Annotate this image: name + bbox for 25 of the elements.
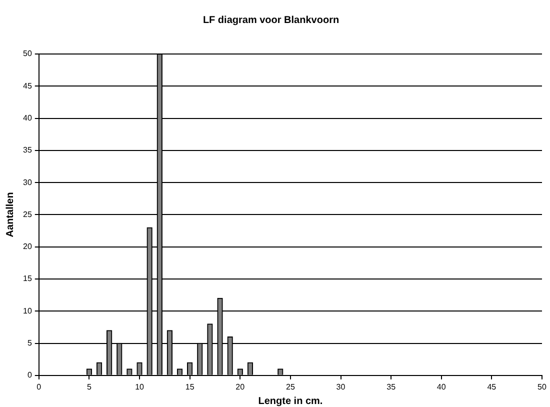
x-tick-label: 50 bbox=[538, 382, 547, 392]
y-tick-label: 10 bbox=[22, 306, 32, 316]
x-tick-label: 45 bbox=[487, 382, 497, 392]
x-tick-label: 30 bbox=[336, 382, 346, 392]
y-tick-label: 45 bbox=[22, 81, 32, 90]
x-tick-label: 10 bbox=[135, 382, 145, 392]
chart-title: LF diagram voor Blankvoorn bbox=[202, 14, 340, 26]
x-tick-label: 35 bbox=[386, 382, 396, 392]
y-tick-label: 5 bbox=[27, 338, 32, 348]
y-tick-label: 50 bbox=[22, 49, 32, 58]
y-tick-label: 25 bbox=[22, 210, 32, 219]
x-tick-label: 40 bbox=[436, 382, 446, 392]
y-tick-label: 20 bbox=[22, 242, 32, 252]
x-tick-label: 5 bbox=[86, 382, 92, 392]
y-tick-label: 30 bbox=[22, 178, 32, 187]
y-axis-title: Aantallen bbox=[4, 192, 16, 238]
x-tick-label: 0 bbox=[36, 382, 42, 392]
x-tick-label: 15 bbox=[185, 382, 195, 392]
y-tick-label: 40 bbox=[22, 113, 32, 122]
y-tick-label: 15 bbox=[22, 274, 32, 284]
x-tick-label: 25 bbox=[286, 382, 296, 392]
x-axis-title: Lengte in cm. bbox=[258, 396, 323, 407]
y-tick-label: 35 bbox=[22, 146, 32, 155]
x-tick-label: 20 bbox=[236, 382, 246, 392]
y-tick-label: 0 bbox=[27, 370, 32, 380]
